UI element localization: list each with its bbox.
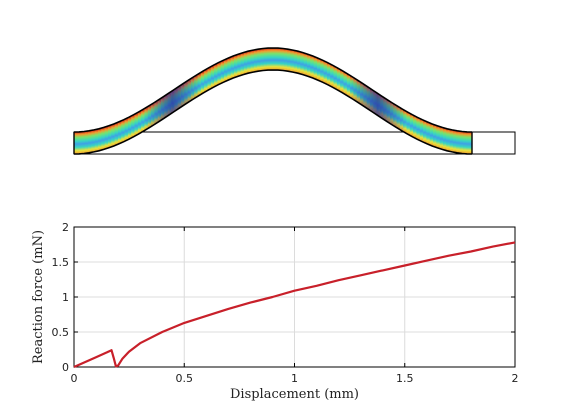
y-tick-label: 2 xyxy=(62,221,69,234)
x-tick-label: 0.5 xyxy=(176,372,194,385)
beam-illustration xyxy=(73,47,516,155)
beam-bottom-edge xyxy=(73,69,473,155)
x-tick-label: 2 xyxy=(512,372,519,385)
series-line-0 xyxy=(73,241,516,369)
ticks xyxy=(73,226,516,368)
x-tick-label: 0 xyxy=(71,372,78,385)
y-tick-label: 1.5 xyxy=(52,256,70,269)
y-tick-label: 0 xyxy=(62,361,69,374)
y-axis-label: Reaction force (mN) xyxy=(31,230,46,364)
x-tick-label: 1 xyxy=(291,372,298,385)
series-layer xyxy=(73,241,516,369)
x-axis-label: Displacement (mm) xyxy=(230,387,359,402)
grid xyxy=(73,226,516,368)
force-displacement-chart: 0 0.5 1 1.5 2 0 0.5 1 1.5 2 Displacement (mm) Rea… xyxy=(31,221,519,402)
y-tick-label: 1 xyxy=(62,291,69,304)
beam-stress-fill xyxy=(74,48,472,154)
beam-top-edge xyxy=(73,47,473,133)
y-tick-label: 0.5 xyxy=(52,326,70,339)
tick-labels: 0 0.5 1 1.5 2 0 0.5 1 1.5 2 xyxy=(52,221,519,385)
x-tick-label: 1.5 xyxy=(396,372,414,385)
